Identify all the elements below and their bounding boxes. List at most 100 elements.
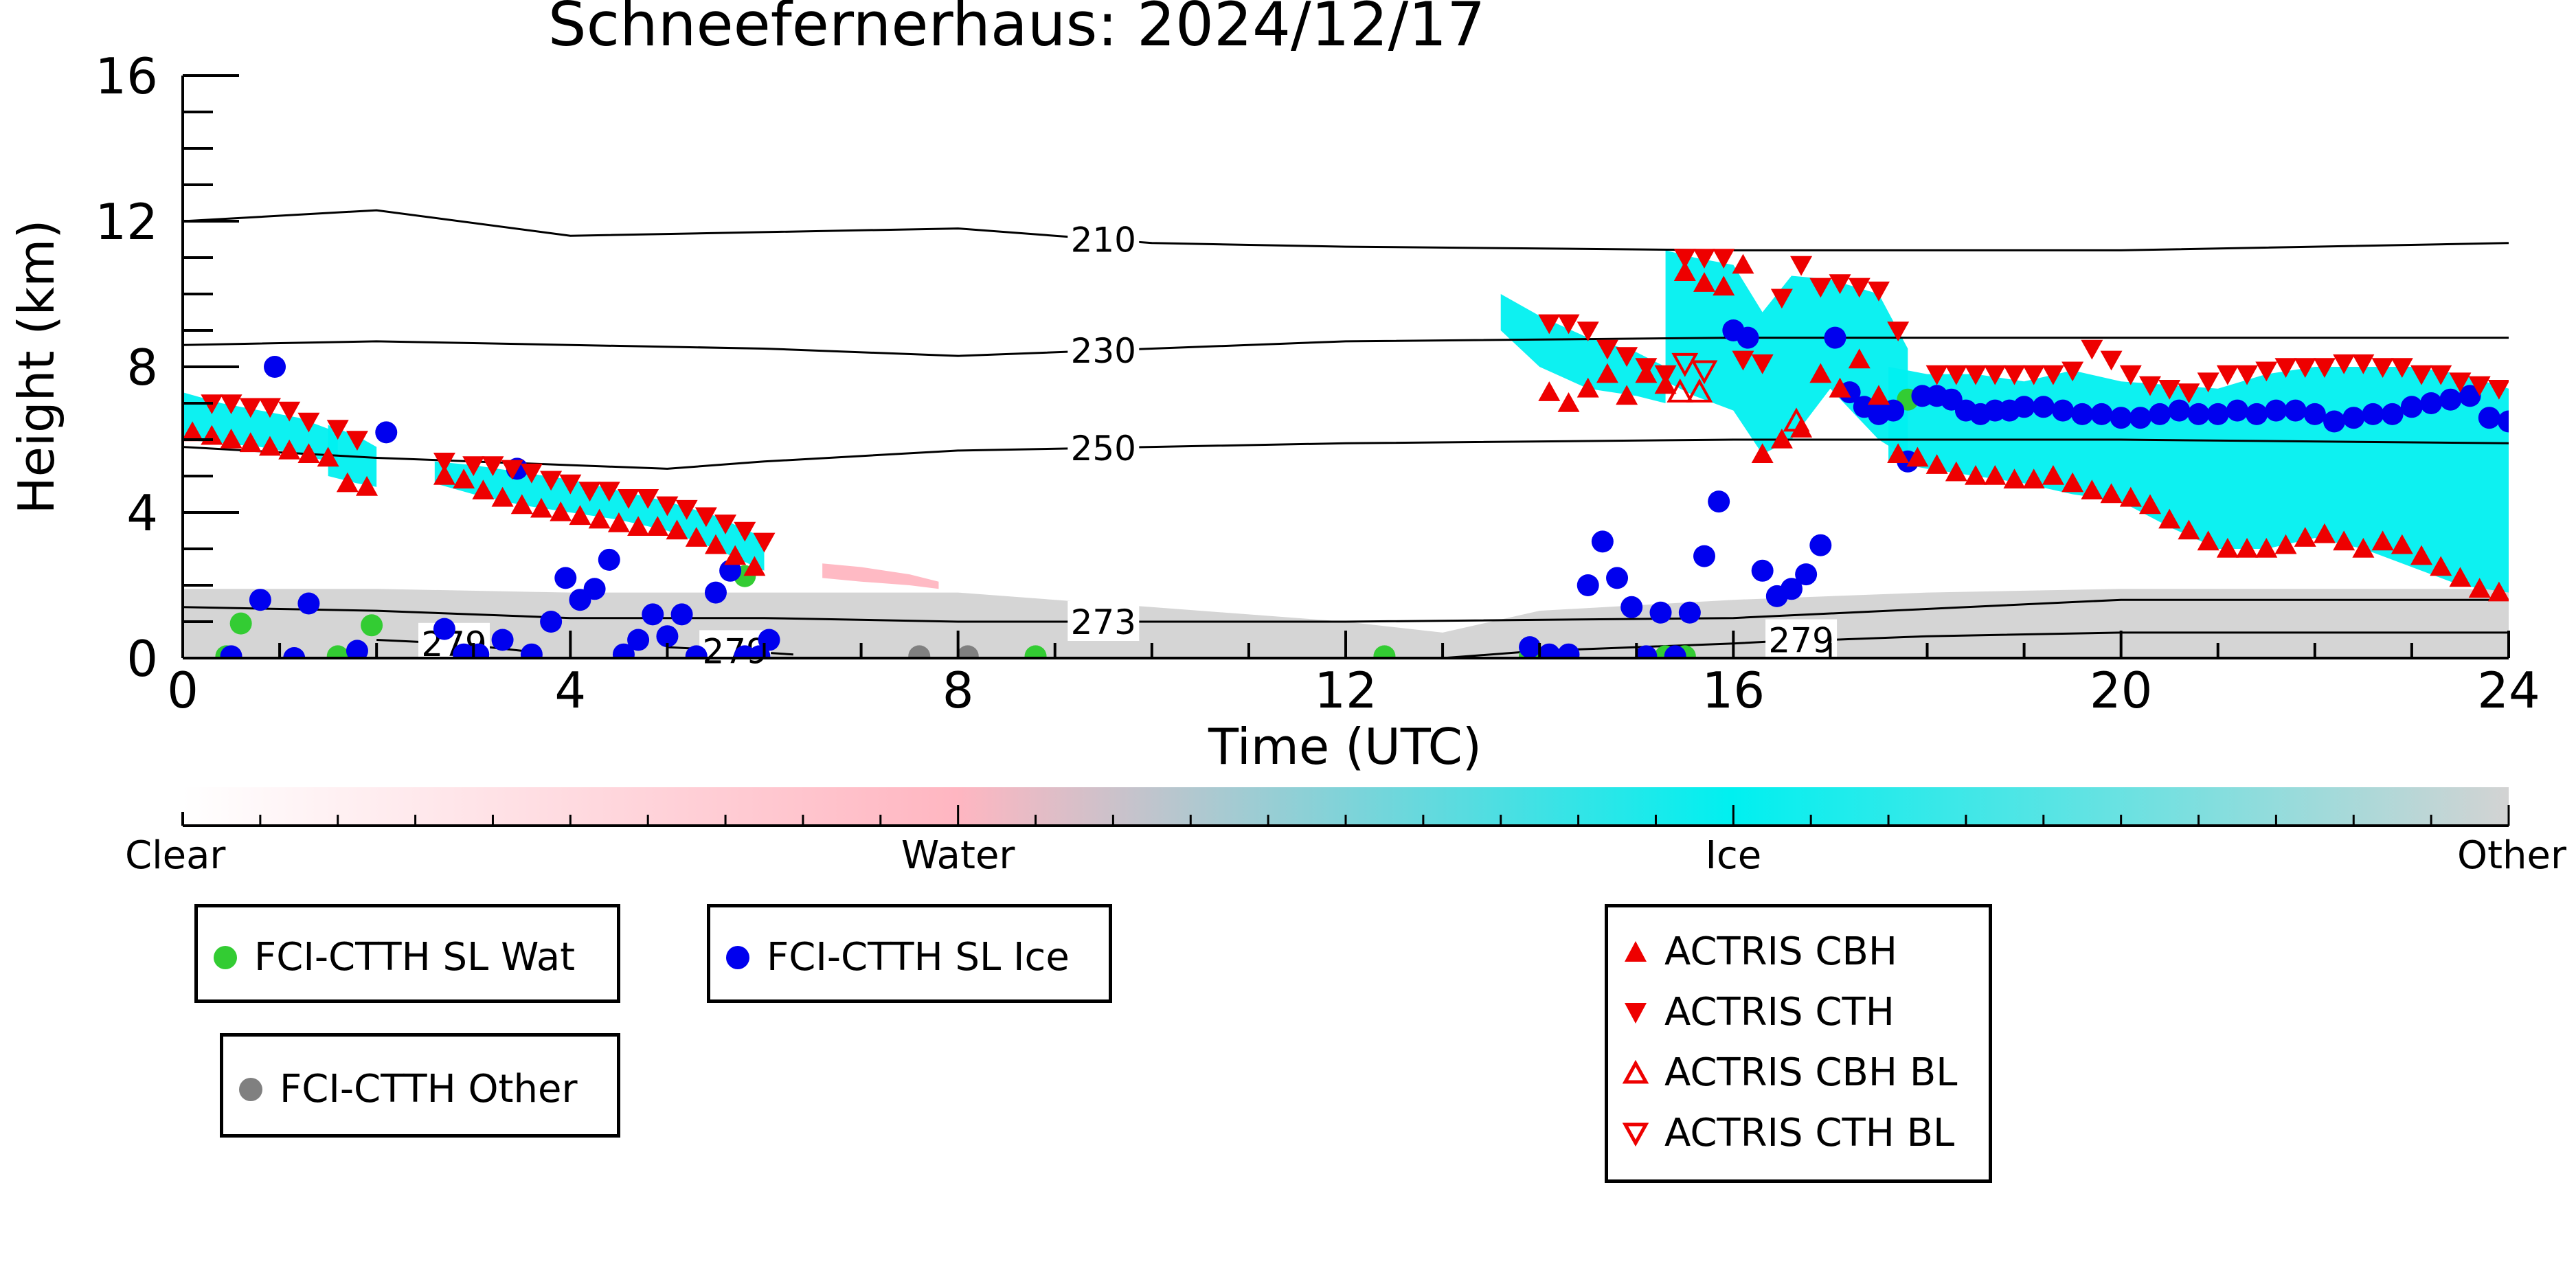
colorbar-label-other: Other: [2457, 833, 2567, 878]
marker-fci-ctth-sl-ice: [2420, 392, 2443, 414]
marker-actris-cbh: [2313, 523, 2336, 543]
marker-actris-cth: [2294, 358, 2316, 378]
marker-fci-ctth-sl-ice: [554, 567, 577, 589]
marker-fci-ctth-sl-ice: [2187, 403, 2210, 425]
marker-actris-cbh: [2197, 530, 2219, 551]
marker-actris-cbh: [317, 447, 339, 467]
marker-fci-ctth-sl-wat: [229, 612, 252, 635]
x-tick-label: 16: [1702, 662, 1765, 719]
contour-label-230: 230: [1071, 331, 1136, 371]
marker-fci-ctth-sl-wat: [361, 614, 383, 637]
marker-actris-cbh: [453, 468, 475, 489]
marker-fci-ctth-sl-ice: [1809, 534, 1832, 556]
marker-actris-cbh: [1984, 465, 2007, 485]
x-axis-label: Time (UTC): [1208, 718, 1482, 776]
marker-fci-ctth-sl-ice: [612, 643, 635, 658]
x-tick-label: 12: [1314, 662, 1377, 719]
marker-actris-cth: [1790, 256, 1813, 276]
marker-actris-cth: [694, 507, 717, 528]
marker-actris-cth: [1925, 365, 1948, 385]
marker-fci-ctth-sl-ice: [249, 589, 271, 611]
markers: [183, 249, 2509, 658]
marker-actris-cth: [520, 463, 543, 484]
marker-actris-cth: [220, 394, 242, 414]
marker-fci-ctth-sl-ice: [685, 645, 708, 658]
marker-actris-cbh: [1693, 272, 1716, 292]
marker-fci-ctth-sl-ice: [1751, 559, 1774, 582]
marker-actris-cth: [1654, 365, 1677, 385]
contour-label-273: 273: [1071, 602, 1136, 642]
marker-actris-cth: [239, 398, 262, 418]
marker-actris-cth: [1577, 321, 1599, 341]
marker-actris-cth: [2138, 376, 2161, 396]
marker-fci-ctth-sl-ice: [2303, 403, 2326, 425]
marker-actris-cbh: [2100, 483, 2123, 504]
cloud-classification-field: [183, 250, 2509, 658]
marker-fci-ctth-sl-ice: [2246, 403, 2268, 425]
marker-actris-cbh: [2352, 538, 2375, 558]
marker-fci-ctth-sl-ice: [2110, 407, 2132, 429]
marker-actris-cth: [714, 515, 737, 534]
marker-actris-cth: [433, 453, 455, 473]
marker-actris-cbh: [220, 429, 242, 449]
marker-actris-cbh: [724, 545, 747, 565]
marker-actris-cbh: [2391, 534, 2413, 554]
marker-actris-cth-bl: [1671, 352, 1699, 377]
marker-actris-cth: [1751, 354, 1774, 374]
marker-actris-cbh: [2274, 534, 2297, 554]
marker-actris-cbh-bl: [1667, 378, 1694, 403]
marker-fci-ctth-sl-ice: [1620, 596, 1643, 618]
marker-fci-ctth-sl-ice: [1635, 645, 1658, 658]
marker-fci-ctth-sl-ice: [1824, 326, 1846, 349]
marker-actris-cth: [1984, 365, 2007, 385]
marker-actris-cth: [2449, 372, 2472, 393]
marker-actris-cth: [1770, 289, 1793, 309]
marker-actris-cth: [2042, 365, 2064, 385]
marker-actris-cth: [1887, 321, 1910, 341]
marker-actris-cbh: [1906, 447, 1929, 467]
marker-actris-cbh: [1713, 275, 1735, 296]
marker-fci-ctth-sl-ice: [719, 559, 742, 582]
contour-line-230: [183, 337, 2509, 357]
marker-fci-ctth-sl-ice: [2439, 388, 2462, 411]
marker-fci-ctth-other: [956, 645, 979, 658]
y-tick-label: 12: [95, 193, 158, 251]
marker-fci-ctth-sl-ice: [2323, 410, 2346, 433]
marker-fci-ctth-sl-ice: [2206, 403, 2229, 425]
marker-actris-cbh: [685, 527, 708, 547]
marker-actris-cth: [2371, 358, 2394, 378]
marker-actris-cbh: [1887, 443, 1910, 463]
marker-fci-ctth-sl-ice: [2265, 399, 2287, 422]
marker-fci-ctth-sl-ice: [297, 592, 320, 615]
marker-actris-cth-bl: [1691, 360, 1718, 385]
marker-actris-cbh: [1577, 377, 1599, 398]
marker-actris-cth: [675, 499, 698, 520]
legend-green-circle-icon: [214, 945, 237, 969]
marker-fci-ctth-sl-ice: [346, 640, 368, 658]
marker-actris-cth: [2100, 350, 2123, 371]
marker-actris-cth: [278, 401, 301, 422]
marker-actris-cth: [559, 474, 582, 495]
legend-label: FCI-CTTH SL Wat: [254, 935, 576, 980]
marker-actris-cbh: [569, 505, 591, 526]
marker-actris-cbh: [2236, 538, 2259, 558]
marker-actris-cbh: [2468, 578, 2491, 598]
marker-actris-cbh: [491, 486, 514, 507]
marker-fci-ctth-sl-ice: [1538, 643, 1561, 658]
marker-actris-cth: [540, 471, 563, 491]
x-tick-label: 4: [554, 662, 586, 719]
marker-actris-cbh: [510, 494, 533, 515]
marker-fci-ctth-sl-wat: [1024, 645, 1047, 658]
axes: 0 4 8 12 16 0 4 8 12 16 20 24: [95, 47, 2540, 719]
marker-fci-ctth-sl-ice: [220, 645, 242, 658]
marker-actris-cbh: [2003, 468, 2026, 489]
marker-actris-cth: [462, 456, 485, 477]
marker-actris-cth: [2352, 354, 2375, 374]
marker-fci-ctth-sl-ice: [642, 603, 664, 626]
legend-label: FCI-CTTH SL Ice: [767, 935, 1070, 980]
marker-fci-ctth-sl-ice: [2284, 399, 2307, 422]
marker-actris-cth: [734, 521, 756, 542]
marker-actris-cbh: [627, 516, 650, 536]
marker-actris-cth: [637, 489, 659, 509]
